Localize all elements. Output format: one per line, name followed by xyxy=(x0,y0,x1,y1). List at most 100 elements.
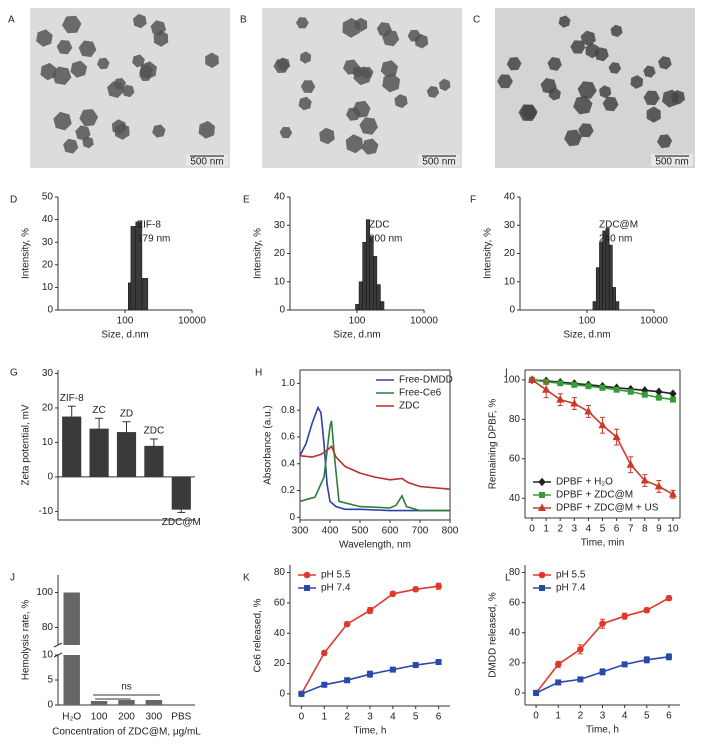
marker xyxy=(643,606,651,614)
panel-letter: E xyxy=(243,195,250,206)
y-tick-label: 0 xyxy=(47,305,53,316)
x-tick-label: 3 xyxy=(572,524,578,535)
marker xyxy=(599,384,606,391)
marker xyxy=(542,385,551,393)
y-tick-label: 80 xyxy=(509,414,521,425)
particle xyxy=(657,134,673,149)
particle xyxy=(56,40,73,55)
x-tick-label: 10000 xyxy=(410,316,438,327)
particle xyxy=(359,117,378,135)
particle xyxy=(139,69,152,81)
x-tick-label: 2 xyxy=(344,712,350,723)
bar-label: ZDC xyxy=(144,426,165,437)
bar xyxy=(89,428,109,477)
legend-marker xyxy=(537,503,547,511)
y-tick-label: 40 xyxy=(504,192,516,203)
marker xyxy=(435,659,442,666)
panel-letter: G xyxy=(10,368,18,379)
x-tick-label: 9 xyxy=(656,524,662,535)
x-tick-label: 6 xyxy=(666,711,672,722)
x-tick-label: 300 xyxy=(146,712,163,723)
histogram-bar xyxy=(599,241,603,311)
y-tick-label: 0 xyxy=(509,305,515,316)
marker xyxy=(533,689,540,696)
particle xyxy=(62,15,82,34)
annotation: ns xyxy=(121,682,132,693)
marker xyxy=(570,398,579,407)
y-tick-label: 0 xyxy=(47,700,53,711)
bar-label: ZDC@M xyxy=(162,517,201,528)
particle xyxy=(540,78,557,94)
particle xyxy=(40,62,57,81)
legend-marker xyxy=(538,477,546,487)
y-tick-label: 10 xyxy=(504,276,516,287)
marker xyxy=(655,394,662,401)
legend-label: DPBF + ZDC@M xyxy=(556,490,633,501)
y-tick-label: 60 xyxy=(509,597,521,608)
particle xyxy=(497,74,513,89)
x-axis-label: Time, min xyxy=(581,538,625,549)
particle xyxy=(296,17,309,29)
x-axis-label: Size, d.nm xyxy=(563,330,610,341)
scale-bar-label: 500 nm xyxy=(655,157,688,168)
y-tick-label: 5 xyxy=(47,675,53,686)
x-tick-label: 7 xyxy=(628,524,634,535)
panel-letter: D xyxy=(10,195,17,206)
y-tick-label: 80 xyxy=(274,567,286,578)
y-tick-label: 50 xyxy=(42,192,54,203)
y-axis-label: Intensity, % xyxy=(21,228,32,279)
y-tick-label: 80 xyxy=(42,622,54,633)
x-tick-label: 4 xyxy=(622,711,628,722)
marker xyxy=(665,594,673,602)
particle xyxy=(133,13,147,29)
particle xyxy=(594,47,609,62)
marker xyxy=(668,489,677,498)
particle xyxy=(426,86,440,98)
particle xyxy=(52,66,72,85)
legend-label: Free-DMDD xyxy=(399,375,453,386)
series-line xyxy=(300,585,439,695)
marker xyxy=(571,381,578,388)
particle xyxy=(79,109,99,127)
marker xyxy=(621,612,628,620)
particle xyxy=(300,51,312,64)
particle xyxy=(577,81,597,99)
particle xyxy=(599,85,612,99)
panel-letter: F xyxy=(470,195,476,206)
x-axis-label: Wavelength, nm xyxy=(339,540,411,551)
x-tick-label: 8 xyxy=(642,524,648,535)
x-tick-label: 4 xyxy=(586,524,592,535)
annotation: 179 nm xyxy=(137,234,170,245)
y-tick-label: 80 xyxy=(509,567,521,578)
y-tick-label: 1.0 xyxy=(281,378,295,389)
marker xyxy=(598,420,607,429)
marker xyxy=(435,582,442,590)
marker xyxy=(613,386,620,393)
scale-bar-bg xyxy=(186,154,228,166)
histogram-bar xyxy=(362,241,367,311)
bar-label: ZC xyxy=(92,405,105,416)
marker xyxy=(557,380,564,387)
panel-letter: K xyxy=(243,573,250,584)
marker xyxy=(621,661,628,668)
bar xyxy=(63,655,80,705)
x-axis-label: Time, h xyxy=(586,725,619,736)
particle xyxy=(608,62,622,74)
x-tick-label: 6 xyxy=(436,712,442,723)
y-tick-label: 40 xyxy=(274,192,286,203)
scale-bar-bg xyxy=(418,154,460,166)
x-tick-label: 2 xyxy=(557,524,563,535)
particle xyxy=(658,56,672,70)
particle xyxy=(602,96,619,112)
y-tick-label: 60 xyxy=(274,598,286,609)
legend-marker xyxy=(539,585,545,591)
particle xyxy=(82,136,94,149)
marker xyxy=(320,649,328,657)
marker xyxy=(389,666,396,673)
legend-label: ZDC xyxy=(399,401,420,412)
marker xyxy=(528,375,537,383)
marker xyxy=(555,679,562,686)
marker xyxy=(366,607,374,614)
bar xyxy=(144,445,164,477)
marker xyxy=(554,661,562,668)
